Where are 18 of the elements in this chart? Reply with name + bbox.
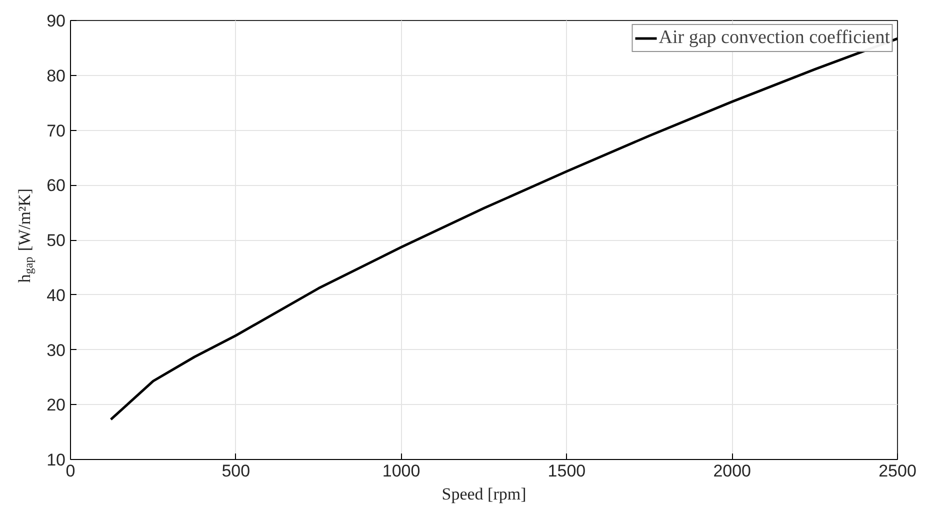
y-tick-label: 20 <box>46 396 66 415</box>
y-tick-label: 70 <box>46 121 66 140</box>
x-tick-label: 1500 <box>548 462 586 480</box>
y-tick-label: 30 <box>46 340 66 360</box>
y-tick-label: 90 <box>46 12 66 30</box>
y-tick-label: 80 <box>46 66 66 86</box>
y-axis-title: hgap [W/m²K] <box>15 188 36 283</box>
x-tick-label: 1000 <box>382 462 420 480</box>
x-axis-title: Speed [rpm] <box>442 484 526 504</box>
legend-label: Air gap convection coefficient <box>658 27 890 49</box>
x-tick-label: 2000 <box>713 462 752 480</box>
y-tick-label: 60 <box>46 176 66 196</box>
x-tick-label: 500 <box>222 462 250 480</box>
x-tick-label: 2500 <box>878 462 916 480</box>
y-tick-label: 10 <box>46 450 66 470</box>
x-tick-label: 0 <box>66 462 76 480</box>
y-tick-label: 40 <box>46 286 66 305</box>
y-tick-label: 50 <box>46 231 66 250</box>
